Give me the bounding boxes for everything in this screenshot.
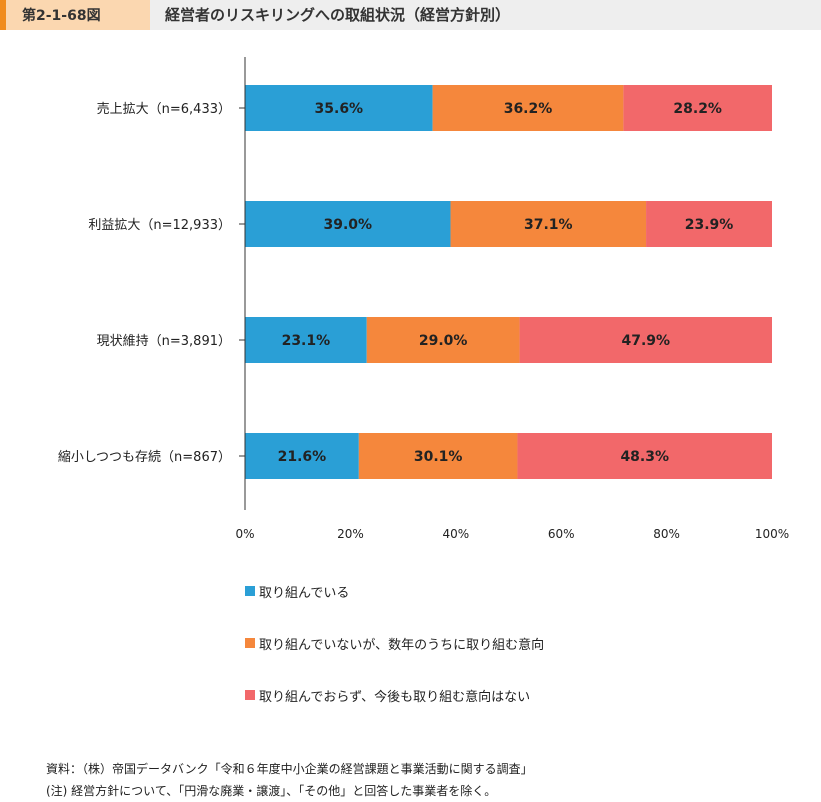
x-tick-label: 80%	[653, 527, 680, 541]
bar-segment	[245, 85, 433, 131]
x-tick-label: 40%	[442, 527, 469, 541]
legend-item-planning: 取り組んでいないが、数年のうちに取り組む意向	[245, 632, 745, 654]
legend-label-planning: 取り組んでいないが、数年のうちに取り組む意向	[259, 637, 545, 653]
bar-value-label: 47.9%	[621, 333, 670, 349]
bar-value-label: 29.0%	[419, 333, 468, 349]
bar-segment	[245, 317, 367, 363]
legend-label-engaged: 取り組んでいる	[259, 585, 350, 601]
x-tick-label: 0%	[235, 527, 254, 541]
bar-segment	[245, 433, 359, 479]
bar-value-label: 35.6%	[315, 101, 364, 117]
footer: 資料：（株）帝国データバンク「令和６年度中小企業の経営課題と事業活動に関する調査…	[46, 758, 533, 802]
stacked-bar-chart: 35.6% 36.2% 28.2% 売上拡大（n=6,433） 39.0% 37.1% 23…	[58, 57, 789, 541]
bar-value-label: 28.2%	[673, 101, 722, 117]
bar-segment	[646, 201, 772, 247]
bar-value-label: 30.1%	[414, 449, 463, 465]
legend: 取り組んでいる 取り組んでいないが、数年のうちに取り組む意向 取り組んでおらず、…	[245, 580, 745, 736]
legend-swatch-engaged	[245, 586, 255, 596]
footnote: (注) 経営方針について、「円滑な廃業・譲渡」、「その他」と回答した事業者を除く…	[46, 784, 497, 798]
bar-value-label: 21.6%	[278, 449, 327, 465]
legend-swatch-planning	[245, 638, 255, 648]
category-label: 売上拡大（n=6,433）	[97, 101, 231, 117]
x-tick-label: 100%	[755, 527, 789, 541]
x-tick-label: 60%	[548, 527, 575, 541]
category-label: 現状維持（n=3,891）	[97, 334, 231, 349]
legend-item-not-planning: 取り組んでおらず、今後も取り組む意向はない	[245, 684, 745, 706]
legend-label-not-planning: 取り組んでおらず、今後も取り組む意向はない	[259, 689, 531, 705]
x-tick-label: 20%	[337, 527, 364, 541]
bar-segment	[519, 317, 772, 363]
figure-number: 第2-1-68図	[6, 0, 150, 30]
chart-title: 経営者のリスキリングへの取組状況（経営方針別）	[165, 6, 511, 24]
bar-value-label: 48.3%	[620, 449, 669, 465]
bar-value-label: 36.2%	[504, 101, 553, 117]
bar-segment	[432, 85, 624, 131]
category-label: 縮小しつつも存続（n=867）	[58, 449, 231, 465]
bar-segment	[358, 433, 518, 479]
bar-segment	[450, 201, 647, 247]
figure-header: 第2-1-68図 経営者のリスキリングへの取組状況（経営方針別）	[0, 0, 821, 30]
bar-segment	[517, 433, 772, 479]
category-label: 利益拡大（n=12,933）	[88, 218, 231, 233]
bar-segment	[623, 85, 772, 131]
legend-swatch-not-planning	[245, 690, 255, 700]
bar-value-label: 39.0%	[323, 217, 372, 233]
bar-value-label: 23.1%	[282, 333, 331, 349]
source-note: 資料：（株）帝国データバンク「令和６年度中小企業の経営課題と事業活動に関する調査…	[46, 762, 533, 776]
bar-value-label: 23.9%	[685, 217, 734, 233]
bar-segment	[245, 201, 451, 247]
header-accent-bar	[0, 0, 6, 30]
legend-item-engaged: 取り組んでいる	[245, 580, 745, 602]
bar-value-label: 37.1%	[524, 217, 573, 233]
bar-segment	[366, 317, 520, 363]
